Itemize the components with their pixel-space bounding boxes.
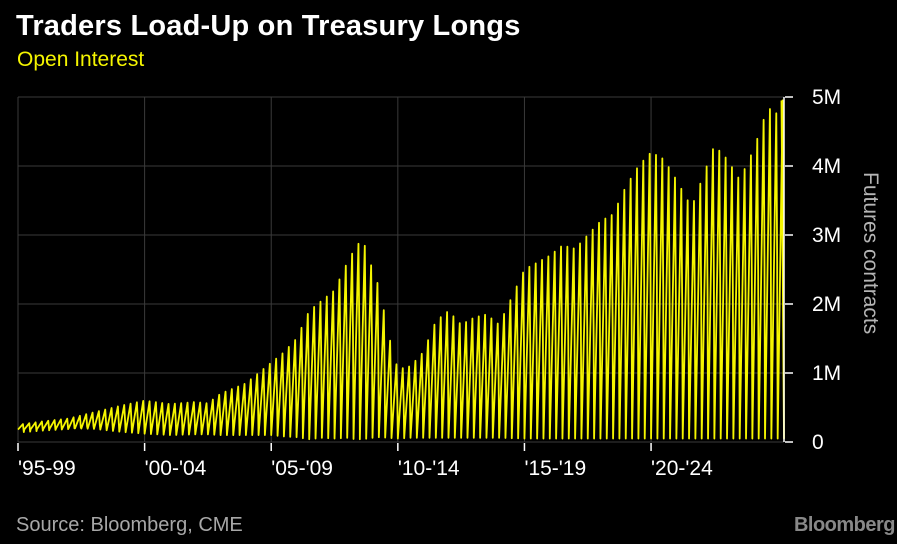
x-tick-label: '10-'14 (398, 457, 460, 480)
x-tick-label: '00-'04 (145, 457, 207, 480)
y-tick-label: 0 (812, 431, 824, 454)
y-axis-title: Futures contracts (859, 172, 882, 334)
chart-title: Traders Load-Up on Treasury Longs (16, 10, 521, 42)
y-tick-label: 5M (812, 86, 841, 109)
y-tick-label: 1M (812, 362, 841, 385)
y-tick-label: 3M (812, 224, 841, 247)
y-tick-label: 4M (812, 155, 841, 178)
open-interest-line (17, 99, 785, 441)
series-layer (17, 99, 785, 441)
bloomberg-logo: Bloomberg (793, 514, 896, 536)
x-tick-label: '05-'09 (271, 457, 333, 480)
y-tick-label: 2M (812, 293, 841, 316)
x-tick-label: '15-'19 (524, 457, 586, 480)
source-note: Source: Bloomberg, CME (16, 514, 243, 536)
x-tick-label: '20-'24 (651, 457, 713, 480)
chart-subtitle: Open Interest (17, 48, 145, 71)
x-tick-label: '95-99 (18, 457, 76, 480)
axis-layer: 0 1M 2M 3M 4M 5M '95-99 '00-'04 '05-'09 '10-'14 '1… (17, 86, 882, 480)
